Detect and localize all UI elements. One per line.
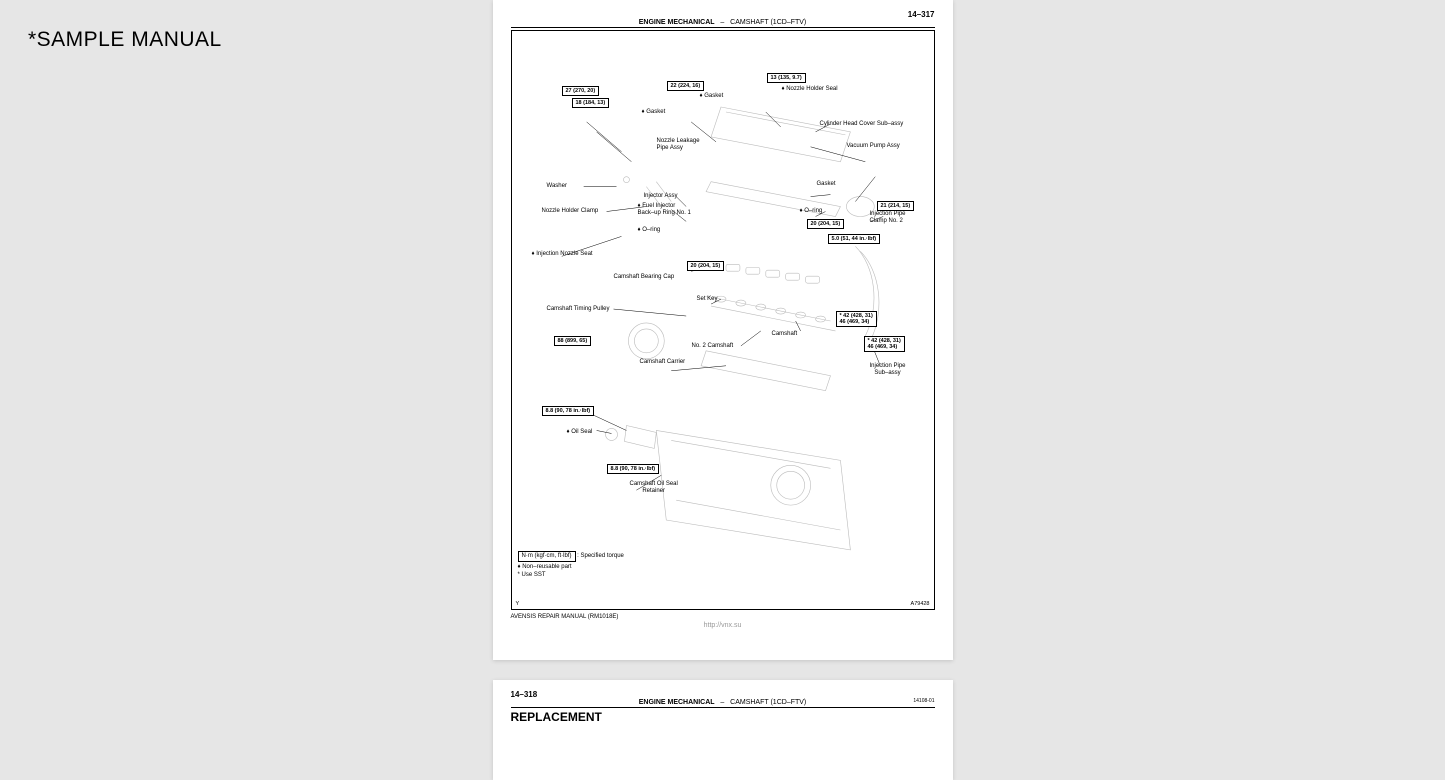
manual-page-1: 14–317 ENGINE MECHANICAL – CAMSHAFT (1CD… [493,0,953,660]
source-url: http://vnx.su [511,622,935,629]
label-washer: Washer [547,183,567,190]
page-header-2: ENGINE MECHANICAL – CAMSHAFT (1CD–FTV) [511,699,935,707]
torque-88: 88 (899, 65) [554,336,592,346]
label-vacuum-pump: Vacuum Pump Assy [847,143,900,150]
header-rule [511,27,935,28]
torque-18: 18 (184, 13) [572,98,610,108]
header-sep-2: – [720,699,724,706]
header-sep: – [720,19,724,26]
label-cyl-head-cover: Cylinder Head Cover Sub–assy [820,121,904,128]
manual-page-2: 14–318 ENGINE MECHANICAL – CAMSHAFT (1CD… [493,680,953,780]
label-set-key: Set Key [697,296,718,303]
exploded-diagram: 27 (270, 20) 18 (184, 13) 22 (224, 16) 1… [511,30,935,610]
torque-5: 5.0 (51, 44 in.·lbf) [828,234,881,244]
torque-21: 21 (214, 15) [877,201,915,211]
torque-13: 13 (135, 9.7) [767,73,806,83]
label-inj-pipe-clamp: Injection Pipe Clamp No. 2 [870,211,906,224]
label-nozzle-leakage: Nozzle Leakage Pipe Assy [657,138,700,151]
torque-88a: 8.8 (90, 78 in.·lbf) [542,406,595,416]
label-camshaft: Camshaft [772,331,798,338]
page-header: ENGINE MECHANICAL – CAMSHAFT (1CD–FTV) [511,19,935,27]
label-o-ring2: ♦ O–ring [800,208,823,215]
diagram-y-mark: Y [516,601,520,607]
label-nozzle-holder-clamp: Nozzle Holder Clamp [542,208,599,215]
diagram-code: A79428 [911,601,930,607]
header-subsection-2: CAMSHAFT (1CD–FTV) [730,699,806,706]
header-section-2: ENGINE MECHANICAL [639,699,715,706]
torque-42b: * 42 (428, 31) 46 (469, 34) [864,336,905,352]
label-camshaft-carrier: Camshaft Carrier [640,359,686,366]
torque-22: 22 (224, 16) [667,81,705,91]
diagram-legend: N·m (kgf·cm, ft·lbf) : Specified torque … [518,551,624,579]
sample-watermark: *SAMPLE MANUAL [28,28,222,52]
page-number-2: 14–318 [511,690,935,699]
label-injector-assy: Injector Assy [644,193,678,200]
torque-20b: 20 (204, 15) [687,261,725,271]
manual-reference: AVENSIS REPAIR MANUAL (RM1018E) [511,614,935,620]
page-number: 14–317 [511,10,935,19]
header-rule-2 [511,707,935,708]
torque-27: 27 (270, 20) [562,86,600,96]
label-gasket1: ♦ Gasket [700,93,724,100]
legend-sst: * Use SST [518,572,624,579]
legend-torque-label: : Specified torque [577,553,624,559]
torque-42a: * 42 (428, 31) 46 (469, 34) [836,311,877,327]
label-fuel-injector: ♦ Fuel Injector Back–up Ring No. 1 [638,203,691,216]
torque-20a: 20 (204, 15) [807,219,845,229]
header-subsection: CAMSHAFT (1CD–FTV) [730,19,806,26]
legend-torque-unit: N·m (kgf·cm, ft·lbf) [518,551,576,562]
label-o-ring: ♦ O–ring [638,227,661,234]
label-inj-pipe-sub: Injection Pipe Sub–assy [870,363,906,376]
label-gasket3: Gasket [817,181,836,188]
label-nozzle-holder-seal: ♦ Nozzle Holder Seal [782,86,838,93]
legend-nonreuse: ♦ Non–reusable part [518,564,624,571]
torque-88b: 8.8 (90, 78 in.·lbf) [607,464,660,474]
label-camshaft-timing-pulley: Camshaft Timing Pulley [547,306,610,313]
label-oil-seal: ♦ Oil Seal [567,429,593,436]
page2-code: 14108-01 [913,698,934,704]
label-camshaft-bearing-cap: Camshaft Bearing Cap [614,274,675,281]
label-no2-camshaft: No. 2 Camshaft [692,343,734,350]
label-inj-nozzle-seat: ♦ Injection Nozzle Seat [532,251,593,258]
label-gasket2: ♦ Gasket [642,109,666,116]
header-section: ENGINE MECHANICAL [639,19,715,26]
label-camshaft-oil-seal-retainer: Camshaft Oil Seal Retainer [630,481,678,494]
section-title-replacement: REPLACEMENT [511,710,935,724]
